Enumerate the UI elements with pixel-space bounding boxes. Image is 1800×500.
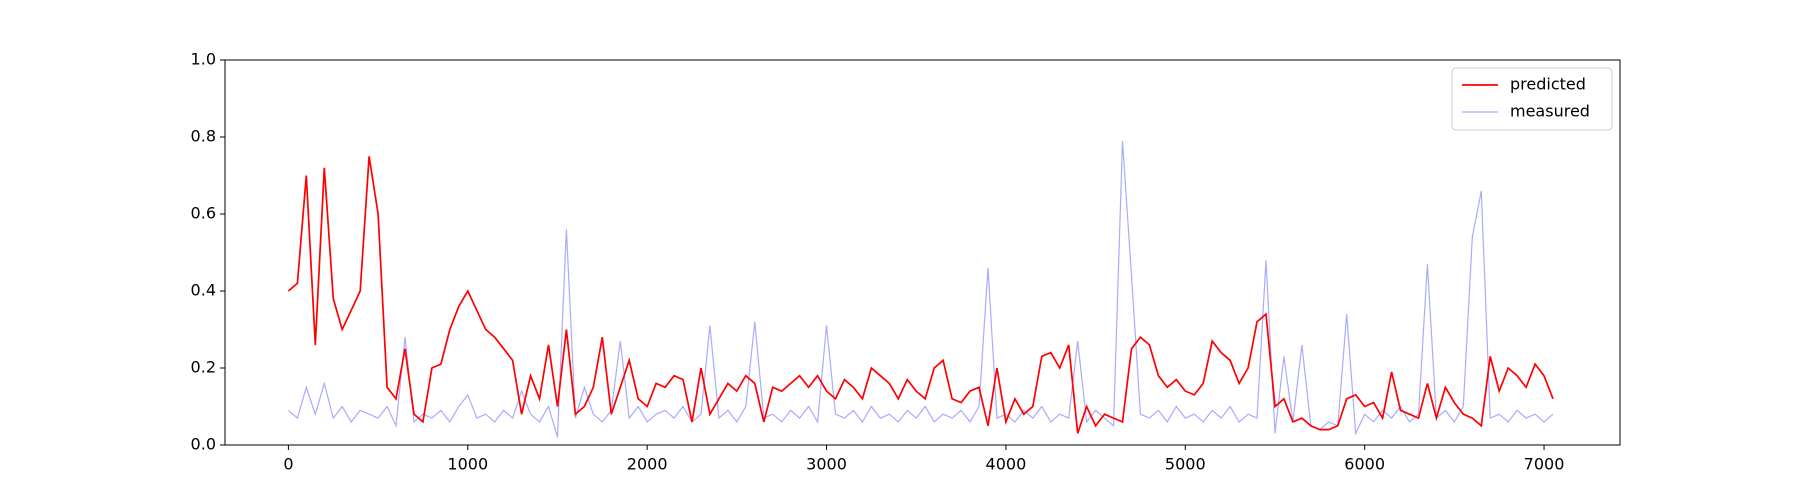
y-tick-label: 0.6 — [191, 204, 216, 223]
x-tick-label: 4000 — [986, 455, 1027, 474]
y-tick-label: 0.8 — [191, 127, 216, 146]
legend-label: measured — [1510, 102, 1590, 121]
series-line — [287, 156, 1554, 434]
y-tick-label: 0.2 — [191, 358, 216, 377]
series-line — [288, 140, 1554, 438]
legend-box — [1451, 67, 1613, 131]
x-tick-label: 1000 — [447, 455, 488, 474]
x-tick-label: 0 — [283, 455, 293, 474]
y-tick-label: 1.0 — [191, 50, 216, 69]
plot-frame — [224, 59, 1621, 446]
x-tick-label: 3000 — [806, 455, 847, 474]
x-tick-label: 2000 — [627, 455, 668, 474]
x-tick-label: 6000 — [1344, 455, 1385, 474]
legend-label: predicted — [1510, 75, 1586, 94]
x-tick-label: 7000 — [1524, 455, 1565, 474]
y-tick-label: 0.4 — [191, 281, 216, 300]
y-tick-label: 0.0 — [191, 435, 216, 454]
x-tick-label: 5000 — [1165, 455, 1206, 474]
